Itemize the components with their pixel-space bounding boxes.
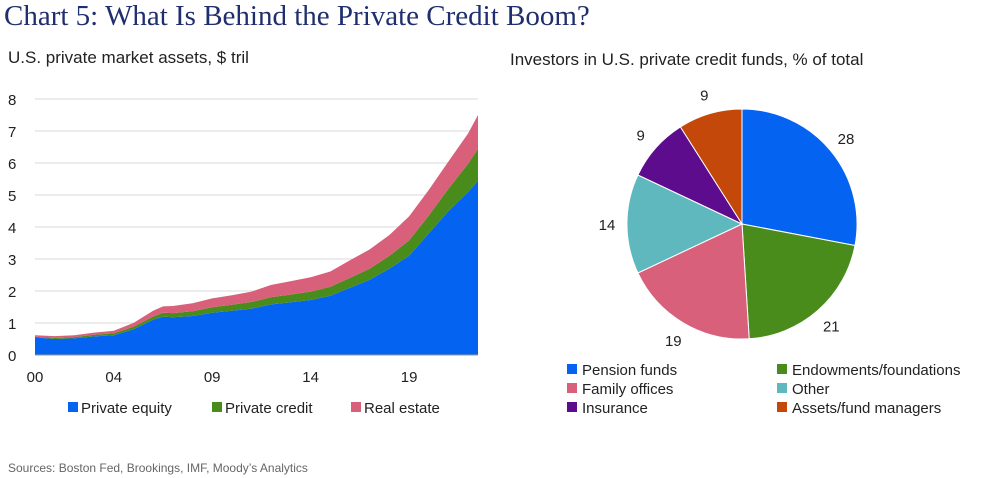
area-private-credit xyxy=(35,148,478,339)
left-chart-title: U.S. private market assets, $ tril xyxy=(8,48,249,67)
legend-swatch-endowments-foundations xyxy=(777,364,787,374)
legend-label-endowments-foundations: Endowments/foundations xyxy=(792,362,960,379)
y-tick-label: 4 xyxy=(8,220,16,237)
x-tick-label: 09 xyxy=(204,369,221,386)
x-tick-label: 19 xyxy=(401,369,418,386)
y-tick-label: 8 xyxy=(8,92,16,109)
legend-label-pension-funds: Pension funds xyxy=(582,362,677,379)
y-tick-label: 1 xyxy=(8,316,16,333)
investor-share-pie-chart: Investors in U.S. private credit funds, … xyxy=(510,50,960,417)
pie-slice-other xyxy=(626,174,744,274)
x-tick-label: 00 xyxy=(27,369,44,386)
legend-label-real-estate: Real estate xyxy=(364,400,440,417)
pie-data-label: 19 xyxy=(665,333,682,350)
legend-label-assets-fund-managers: Assets/fund managers xyxy=(792,400,941,417)
pie-slice-pension-funds xyxy=(741,108,858,247)
pie-data-label: 21 xyxy=(823,318,840,335)
legend-swatch-private-equity xyxy=(68,402,78,412)
y-tick-label: 0 xyxy=(8,348,16,365)
pie-slice-family-offices xyxy=(637,223,750,340)
pie-data-label: 9 xyxy=(637,128,645,145)
y-tick-label: 3 xyxy=(8,252,16,269)
area-real-estate xyxy=(35,115,478,338)
y-tick-label: 2 xyxy=(8,284,16,301)
area-private-equity xyxy=(35,180,478,355)
page-title: Chart 5: What Is Behind the Private Cred… xyxy=(4,0,590,32)
x-tick-label: 04 xyxy=(105,369,122,386)
y-tick-label: 7 xyxy=(8,124,16,141)
legend-swatch-pension-funds xyxy=(567,364,577,374)
legend-label-family-offices: Family offices xyxy=(582,381,673,398)
pie-slice-endowments-foundations xyxy=(741,223,856,340)
x-tick-label: 14 xyxy=(302,369,319,386)
legend-label-other: Other xyxy=(792,381,830,398)
legend-swatch-family-offices xyxy=(567,383,577,393)
legend-label-private-credit: Private credit xyxy=(225,400,313,417)
source-note: Sources: Boston Fed, Brookings, IMF, Moo… xyxy=(8,461,308,475)
y-tick-label: 5 xyxy=(8,188,16,205)
legend-swatch-private-credit xyxy=(212,402,222,412)
pie-slice-assets-fund-managers xyxy=(679,108,743,226)
y-tick-label: 6 xyxy=(8,156,16,173)
legend-label-private-equity: Private equity xyxy=(81,400,172,417)
legend-swatch-other xyxy=(777,383,787,393)
legend-swatch-real-estate xyxy=(351,402,361,412)
pie-data-label: 14 xyxy=(599,217,616,234)
pie-data-label: 28 xyxy=(838,131,855,148)
legend-swatch-insurance xyxy=(567,402,577,412)
pie-data-label: 9 xyxy=(700,87,708,104)
right-chart-title: Investors in U.S. private credit funds, … xyxy=(510,50,863,69)
legend-swatch-assets-fund-managers xyxy=(777,402,787,412)
legend-label-insurance: Insurance xyxy=(582,400,648,417)
private-market-assets-chart: U.S. private market assets, $ tril 0 1 2 3 4… xyxy=(8,48,478,417)
